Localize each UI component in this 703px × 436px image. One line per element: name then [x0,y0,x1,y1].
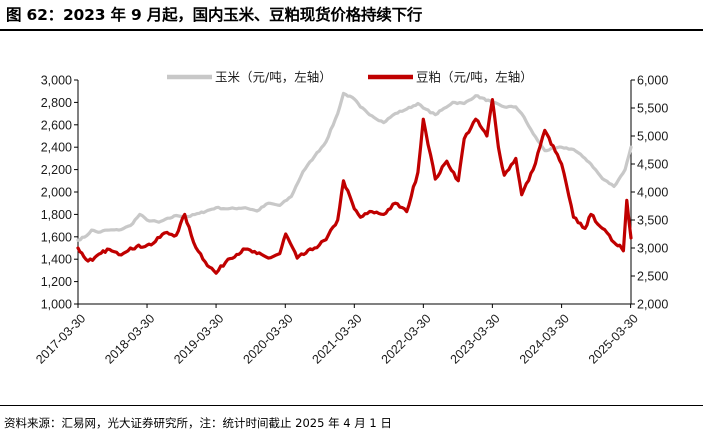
left-tick-label: 2,200 [41,163,72,177]
x-tick-label: 2025-03-30 [586,311,641,366]
x-tick-label: 2024-03-30 [517,311,572,366]
source-note: 资料来源：汇易网，光大证券研究所，注：统计时间截止 2025 年 4 月 1 日 [4,416,392,430]
series-line-soymeal [76,98,633,275]
x-tick-label: 2022-03-30 [379,311,434,366]
series-layer [76,91,633,275]
x-tick-label: 2018-03-30 [102,311,157,366]
left-tick-label: 2,400 [41,141,72,155]
left-tick-label: 2,000 [41,186,72,200]
left-tick-label: 3,000 [41,74,72,88]
x-tick-label: 2017-03-30 [33,311,88,366]
right-tick-label: 2,500 [637,270,668,284]
left-tick-label: 1,000 [41,298,72,312]
x-tick-label: 2023-03-30 [448,311,503,366]
right-tick-label: 2,000 [637,298,668,312]
x-axis: 2017-03-30 2018-03-30 2019-03-30 2020-03-30… [33,303,641,367]
right-tick-label: 5,500 [637,102,668,116]
right-tick-label: 5,000 [637,130,668,144]
right-y-axis: 2,000 2,500 3,000 3,500 4,000 4,500 5,000 5,500… [630,74,668,312]
left-tick-label: 1,800 [41,208,72,222]
left-tick-label: 2,800 [41,96,72,110]
left-tick-label: 1,200 [41,275,72,289]
left-tick-label: 1,600 [41,230,72,244]
left-y-axis: 1,000 1,200 1,400 1,600 1,800 2,000 2,200 2,400… [41,74,79,312]
x-tick-label: 2021-03-30 [310,311,365,366]
left-tick-label: 1,400 [41,253,72,267]
right-tick-label: 4,000 [637,186,668,200]
series-line-corn [76,91,633,242]
title-rule [0,29,703,31]
x-tick-label: 2020-03-30 [241,311,296,366]
legend: 玉米（元/吨，左轴） 豆粕（元/吨，左轴） [167,70,533,85]
left-tick-label: 2,600 [41,118,72,132]
right-tick-label: 3,500 [637,214,668,228]
line-chart: 1,000 1,200 1,400 1,600 1,800 2,000 2,200 2,400… [33,70,668,367]
right-tick-label: 6,000 [637,74,668,88]
figure-title: 图 62：2023 年 9 月起，国内玉米、豆粕现货价格持续下行 [6,6,423,24]
legend-label-soymeal: 豆粕（元/吨，左轴） [416,70,533,85]
legend-label-corn: 玉米（元/吨，左轴） [215,70,332,85]
x-tick-label: 2019-03-30 [171,311,226,366]
right-tick-label: 3,000 [637,242,668,256]
footer-rule [0,405,703,406]
right-tick-label: 4,500 [637,158,668,172]
